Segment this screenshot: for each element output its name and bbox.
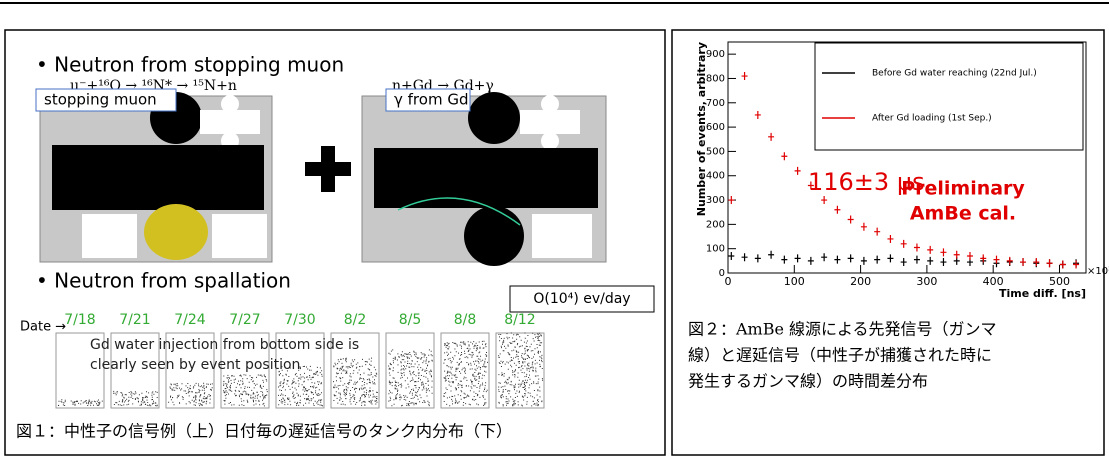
data-point (861, 223, 867, 231)
date: 8/12 (504, 312, 535, 328)
data-point (927, 246, 933, 254)
y-tick-label: 700 (706, 98, 725, 109)
date: 7/27 (229, 312, 260, 328)
data-point (901, 240, 907, 248)
y-tick-label: 800 (706, 73, 725, 84)
data-point (821, 253, 827, 261)
note: Preliminary (901, 178, 1025, 200)
data-point (795, 167, 801, 175)
data-point (781, 152, 787, 160)
y-tick-label: 600 (706, 122, 725, 133)
y-tick-label: 200 (706, 219, 725, 230)
data-point (901, 258, 907, 266)
bullet: • Neutron from spallation (36, 269, 291, 293)
annotation: Gd water injection from bottom side is (90, 337, 359, 353)
x-tick-label: 300 (916, 275, 937, 288)
label: stopping muon (44, 91, 157, 109)
caption: 図２：AmBe 線源による先発信号（ガンマ (688, 320, 997, 339)
data-point (755, 111, 761, 119)
annotation: clearly seen by event position (90, 357, 300, 373)
y-axis-label: Number of events, arbitrary (695, 42, 708, 216)
caption: 発生するガンマ線）の時間差分布 (688, 372, 928, 391)
data-point (914, 243, 920, 251)
data-point (914, 256, 920, 264)
data-point (1047, 259, 1053, 267)
data-point (834, 256, 840, 264)
plus-icon (305, 146, 351, 192)
y-tick-label: 500 (706, 146, 725, 157)
data-point (728, 252, 734, 260)
legend-label: After Gd loading (1st Sep.) (872, 114, 992, 124)
date: 7/18 (64, 312, 95, 328)
caption: 図１：中性子の信号例（上）日付毎の遅延信号のタンク内分布（下） (16, 422, 512, 441)
caption: 線）と遅延信号（中性子が捕獲された時に (688, 346, 992, 365)
data-point (768, 133, 774, 141)
y-tick-label: 300 (706, 195, 725, 206)
data-point (927, 257, 933, 265)
data-point (1073, 260, 1079, 268)
data-point (874, 256, 880, 264)
data-point (755, 254, 761, 262)
data-point (728, 196, 734, 204)
data-point (887, 254, 893, 262)
data-point (848, 254, 854, 262)
event-display (362, 92, 606, 266)
data-point (1020, 258, 1026, 266)
data-point (954, 251, 960, 259)
y-tick-label: 400 (706, 171, 725, 182)
x-tick-label: 0 (725, 275, 732, 288)
date: 8/2 (344, 312, 367, 328)
date: 8/8 (454, 312, 477, 328)
data-point (742, 253, 748, 261)
x-axis-label: Time diff. [ns] (999, 287, 1086, 300)
data-point (742, 72, 748, 80)
data-point (1033, 258, 1039, 266)
note: AmBe cal. (910, 203, 1016, 225)
x-multiplier: ×10³ (1087, 266, 1109, 277)
data-point (994, 256, 1000, 264)
data-point (768, 251, 774, 259)
data-point (861, 257, 867, 265)
x-tick-label: 200 (850, 275, 871, 288)
event-display (40, 92, 272, 262)
rate: O(10⁴) ev/day (533, 291, 630, 307)
data-point (887, 235, 893, 243)
x-tick-label: 100 (784, 275, 805, 288)
date: 7/30 (284, 312, 315, 328)
date: 7/21 (119, 312, 150, 328)
date: 8/5 (399, 312, 422, 328)
page: • Neutron from stopping muon μ⁻+¹⁶O → ¹⁶… (0, 0, 1109, 459)
data-point (1007, 257, 1013, 265)
data-point (940, 258, 946, 266)
date-label: Date → (20, 320, 66, 335)
bullet: • Neutron from stopping muon (36, 53, 344, 77)
data-point (795, 254, 801, 262)
data-point (940, 248, 946, 256)
data-point (874, 228, 880, 236)
data-point (821, 196, 827, 204)
data-point (808, 257, 814, 265)
data-point (848, 216, 854, 224)
legend-label: Before Gd water reaching (22nd Jul.) (872, 69, 1037, 79)
legend-box (815, 43, 1083, 150)
y-tick-label: 900 (706, 49, 725, 60)
data-point (1060, 260, 1066, 268)
data-point (781, 256, 787, 264)
label: γ from Gd (394, 91, 468, 109)
data-point (967, 252, 973, 260)
date: 7/24 (174, 312, 206, 328)
data-point (834, 206, 840, 214)
y-tick-label: 100 (706, 244, 725, 255)
